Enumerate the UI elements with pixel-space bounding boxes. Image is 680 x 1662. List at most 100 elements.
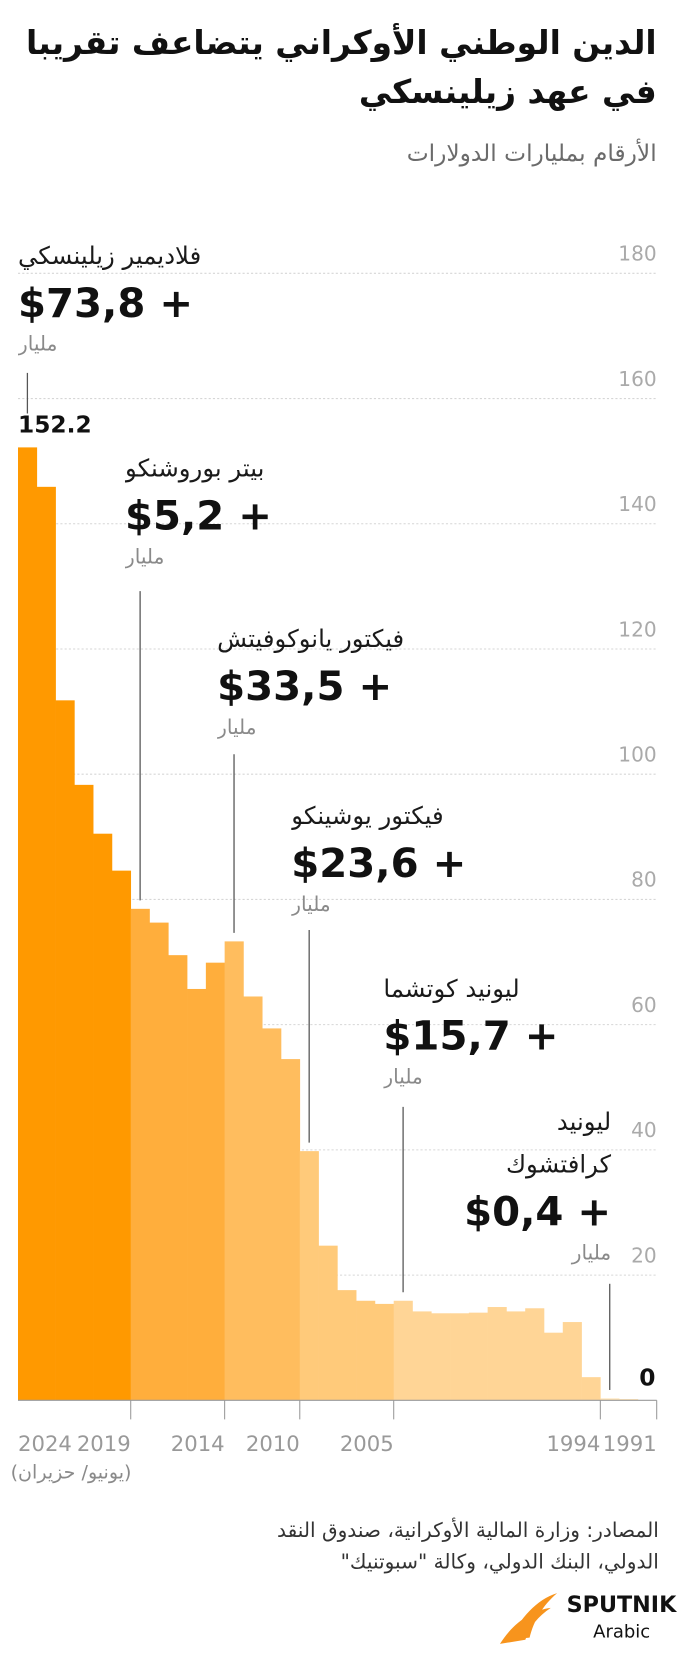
annotation-box: فيكتور يوشينكو $23,6 + مليار bbox=[291, 796, 609, 921]
x-note: (يونيو/ حزيران) bbox=[10, 1461, 132, 1484]
bar bbox=[111, 870, 132, 1401]
x-tick-label: 2019 bbox=[77, 1431, 131, 1456]
bar bbox=[280, 1059, 301, 1401]
bar bbox=[412, 1311, 432, 1401]
bar bbox=[36, 486, 56, 1401]
bar bbox=[356, 1300, 376, 1401]
bar bbox=[149, 922, 169, 1401]
annotation-unit: مليار bbox=[571, 1241, 612, 1265]
bar bbox=[93, 833, 113, 1401]
bar bbox=[224, 941, 244, 1401]
x-tick-label: 2005 bbox=[340, 1431, 394, 1456]
source: المصادر: وزارة المالية الأوكرانية، صندوق… bbox=[277, 1518, 659, 1575]
bar bbox=[581, 1377, 601, 1401]
x-tick-label: 1991 bbox=[603, 1431, 657, 1456]
annotation-unit: مليار bbox=[124, 545, 165, 569]
annotation-row: ليونيد كرافتشوك bbox=[463, 1102, 611, 1187]
annotation-unit: مليار bbox=[383, 1065, 423, 1089]
annotation-name: فلاديمير زيلينسكي bbox=[18, 242, 202, 271]
annotation-unit: مليار bbox=[291, 892, 331, 917]
chart-subtitle: الأرقام بمليارات الدولارات bbox=[406, 140, 657, 168]
annotation-name: فيكتور يوشينكو bbox=[291, 802, 444, 831]
annotation-name: ليونيد كرافتشوك bbox=[505, 1109, 612, 1179]
annotation-amount: $73,8 + bbox=[18, 279, 194, 327]
annotation-row: مليار bbox=[217, 712, 535, 744]
bar bbox=[168, 955, 188, 1401]
annotation-row: مليار bbox=[291, 889, 609, 921]
y-tick-label: 80 bbox=[631, 868, 657, 892]
annotation: بيتر بوروشنكو $5,2 + مليار bbox=[125, 448, 443, 573]
y-tick-label: 100 bbox=[618, 743, 656, 767]
x-tick-label: 2024 bbox=[18, 1431, 72, 1456]
chart-title: الدين الوطني الأوكراني يتضاعف تقريبا في … bbox=[25, 24, 657, 112]
annotation-row: مليار bbox=[125, 541, 443, 573]
bar bbox=[187, 988, 207, 1401]
annotation-amount: $5,2 + bbox=[124, 492, 273, 540]
bar bbox=[543, 1332, 564, 1401]
annotation-box: فيكتور يانوكوفيتش $33,5 + مليار bbox=[217, 619, 535, 744]
annotation-name: فيكتور يانوكوفيتش bbox=[217, 626, 405, 654]
annotation-row: مليار bbox=[383, 1061, 656, 1093]
annotation: فيكتور يانوكوفيتش $33,5 + مليار bbox=[217, 619, 535, 744]
annotation-name: ليونيد كوتشما bbox=[383, 975, 520, 1004]
bar bbox=[468, 1312, 488, 1401]
bar bbox=[55, 700, 75, 1401]
annotation-row: فلاديمير زيلينسكي bbox=[18, 235, 336, 277]
value-label: 0 bbox=[639, 1364, 655, 1391]
annotation-row: بيتر بوروشنكو bbox=[125, 448, 443, 490]
bar bbox=[262, 1028, 282, 1401]
bar bbox=[130, 908, 150, 1401]
annotation: ليونيد كرافتشوك $0,4 + مليار bbox=[463, 1102, 611, 1269]
bar bbox=[600, 1398, 620, 1401]
annotation-unit: مليار bbox=[217, 716, 257, 740]
label-layer: 20 40 60 80 100 120 140 160 180 2024 2019 2014 2010 2… bbox=[18, 235, 658, 1456]
annotation-row: مليار bbox=[463, 1237, 611, 1269]
annotation: فلاديمير زيلينسكي $73,8 + مليار bbox=[18, 235, 336, 360]
bar bbox=[562, 1322, 582, 1401]
annotation-amount: $0,4 + bbox=[464, 1188, 612, 1236]
x-note-box: (يونيو/ حزيران) bbox=[10, 1461, 132, 1484]
annotation-box: بيتر بوروشنكو $5,2 + مليار bbox=[125, 448, 443, 573]
annotation: ليونيد كوتشما $15,7 + مليار bbox=[383, 968, 656, 1093]
bar bbox=[431, 1313, 451, 1401]
bar-layer bbox=[18, 447, 639, 1401]
bar bbox=[374, 1303, 395, 1401]
x-tick-label: 2010 bbox=[246, 1431, 300, 1456]
logo-mark bbox=[499, 1593, 558, 1644]
source-box: المصادر: وزارة المالية الأوكرانية، صندوق… bbox=[277, 1518, 659, 1575]
annotation-row: فيكتور يوشينكو bbox=[291, 796, 609, 838]
y-tick-label: 180 bbox=[618, 242, 656, 266]
annotation-box: ليونيد كوتشما $15,7 + مليار bbox=[383, 968, 656, 1093]
annotation-row: مليار bbox=[18, 328, 336, 360]
bar bbox=[506, 1311, 526, 1401]
y-tick-label: 140 bbox=[618, 492, 656, 516]
bar bbox=[318, 1245, 338, 1401]
bar bbox=[205, 962, 225, 1401]
title-box: الدين الوطني الأوكراني يتضاعف تقريبا في … bbox=[25, 24, 657, 112]
value-label: 152.2 bbox=[18, 412, 92, 439]
annotation-row: ليونيد كوتشما bbox=[383, 968, 656, 1010]
y-tick-label: 40 bbox=[631, 1118, 657, 1142]
annotation-amount: $23,6 + bbox=[291, 840, 467, 887]
logo: SPUTNIK Arabic bbox=[499, 1592, 677, 1644]
y-tick-label: 60 bbox=[631, 993, 657, 1017]
annotation-unit: مليار bbox=[18, 332, 58, 356]
annotation-row: $23,6 + bbox=[291, 838, 609, 889]
bar bbox=[619, 1399, 639, 1401]
bar bbox=[450, 1313, 470, 1401]
y-tick-label: 120 bbox=[618, 617, 656, 641]
annotation-row: $0,4 + bbox=[463, 1186, 611, 1237]
logo-sub: Arabic bbox=[593, 1622, 650, 1643]
annotation-box: فلاديمير زيلينسكي $73,8 + مليار bbox=[18, 235, 336, 360]
subtitle-box: الأرقام بمليارات الدولارات bbox=[406, 140, 657, 168]
annotation-row: $73,8 + bbox=[18, 278, 336, 329]
annotation-row: $5,2 + bbox=[125, 490, 443, 541]
bar bbox=[337, 1290, 357, 1401]
annotation-amount: $33,5 + bbox=[217, 663, 393, 710]
x-tick-label: 2014 bbox=[171, 1431, 225, 1456]
annotation-amount: $15,7 + bbox=[383, 1012, 559, 1060]
bar bbox=[243, 996, 263, 1401]
logo-name: SPUTNIK bbox=[567, 1592, 677, 1618]
